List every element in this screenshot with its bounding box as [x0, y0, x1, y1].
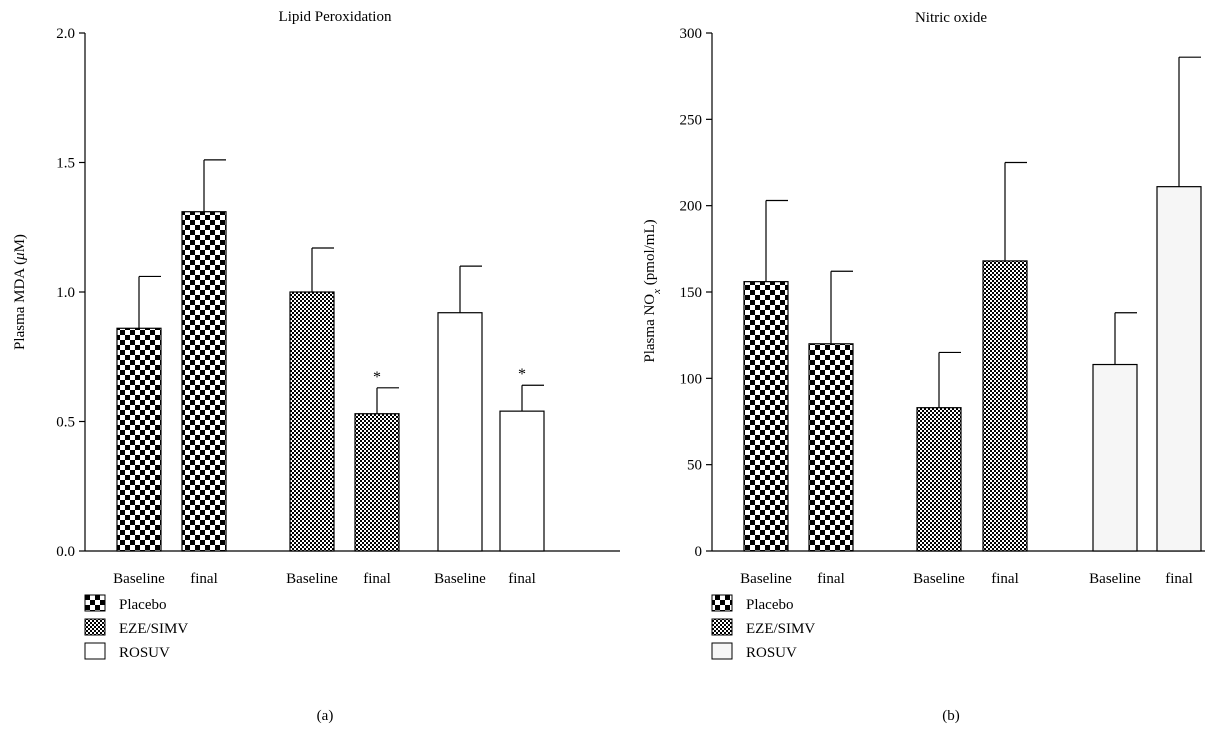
panel-b-ylabel-sub: x [651, 289, 663, 295]
panel-b-legend-swatch [711, 618, 733, 636]
panel-a-ylabel: Plasma MDA (μM) [12, 234, 28, 350]
panel-a-legend-label: EZE/SIMV [119, 621, 188, 637]
panel-b-x-tick-label: final [817, 571, 845, 587]
panel-a-x-tick-label: final [190, 571, 218, 587]
panel-b-ylabel-post: (pmol/mL) [642, 219, 658, 289]
panel-b-y-tick-label: 200 [680, 199, 703, 215]
panel-a-y-tick-label: 1.0 [56, 285, 75, 301]
panel-a: Lipid Peroxidation Plasma MDA (μM) 0.00.… [12, 9, 620, 724]
panel-b-x-tick-label: final [991, 571, 1019, 587]
panel-b-legend-label: EZE/SIMV [746, 621, 815, 637]
panel-b-bar [1156, 186, 1202, 552]
panel-a-legend-swatch [84, 618, 106, 636]
panel-b-legend-label: ROSUV [746, 645, 797, 661]
panel-a-x-tick-label: Baseline [286, 571, 338, 587]
panel-a-bar [181, 211, 227, 552]
panel-a-bar [289, 291, 335, 552]
panel-a-plot: 0.0 0.5 1.0 1.5 2.0 Baseline final Baseline * fin… [56, 26, 620, 587]
panel-b-y-tick-label: 50 [687, 458, 702, 474]
panel-b-x-tick-label: final [1165, 571, 1193, 587]
panel-b-bar [808, 343, 854, 552]
panel-a-y-tick-label: 0.5 [56, 415, 75, 431]
panel-b-title: Nitric oxide [915, 10, 987, 26]
panel-b-legend: Placebo EZE/SIMV ROSUV [711, 594, 815, 661]
panel-b-bar [1092, 363, 1138, 552]
panel-b-ylabel: Plasma NOx (pmol/mL) [642, 219, 663, 362]
panel-b-label: (b) [942, 708, 960, 724]
panel-b-x-tick-label: Baseline [913, 571, 965, 587]
panel-a-bar [499, 410, 545, 552]
panel-b-y-tick-label: 300 [680, 26, 703, 42]
panel-b-x-tick-label: Baseline [1089, 571, 1141, 587]
panel-a-ylabel-pre: Plasma MDA ( [12, 260, 28, 350]
panel-b-x-tick-label: Baseline [740, 571, 792, 587]
panel-a-x-tick-label: final [363, 571, 391, 587]
panel-b-plot: 0 50 100 150 200 250 300 Baseline final Baseline f… [680, 26, 1205, 587]
panel-b-bar [743, 281, 789, 552]
panel-b-legend-swatch [711, 642, 733, 660]
panel-b-ylabel-pre: Plasma NO [642, 294, 658, 363]
panel-a-label: (a) [317, 708, 334, 724]
panel-a-ylabel-unit: μ [12, 252, 28, 261]
panel-b-y-tick-label: 0 [695, 544, 703, 560]
panel-a-bar [116, 327, 162, 552]
panel-a-x-tick-label: Baseline [113, 571, 165, 587]
panel-a-ylabel-post: M) [12, 234, 28, 252]
panel-a-x-tick-label: final [508, 571, 536, 587]
panel-b-y-tick-label: 150 [680, 285, 703, 301]
panel-a-legend-swatch [84, 594, 106, 612]
panel-b-bar [916, 407, 962, 552]
panel-b-legend-label: Placebo [746, 597, 793, 613]
panel-a-significance-marker: * [518, 366, 526, 383]
panel-a-y-tick-label: 2.0 [56, 26, 75, 42]
panel-a-significance-marker: * [373, 369, 381, 386]
panel-a-y-tick-label: 1.5 [56, 156, 75, 172]
panel-a-x-tick-label: Baseline [434, 571, 486, 587]
panel-b-bar [982, 260, 1028, 552]
panel-a-y-tick-label: 0.0 [56, 544, 75, 560]
panel-b-y-tick-label: 250 [680, 112, 703, 128]
panel-a-title: Lipid Peroxidation [279, 9, 392, 25]
panel-a-legend: Placebo EZE/SIMV ROSUV [84, 594, 188, 661]
panel-a-legend-label: ROSUV [119, 645, 170, 661]
panel-a-bar [437, 312, 483, 552]
panel-a-legend-swatch [84, 642, 106, 660]
panel-b-legend-swatch [711, 594, 733, 612]
panel-b: Nitric oxide Plasma NOx (pmol/mL) 0 50 100… [642, 10, 1205, 724]
panel-a-legend-label: Placebo [119, 597, 166, 613]
panel-b-y-tick-label: 100 [680, 371, 703, 387]
panel-a-bar [354, 413, 400, 552]
